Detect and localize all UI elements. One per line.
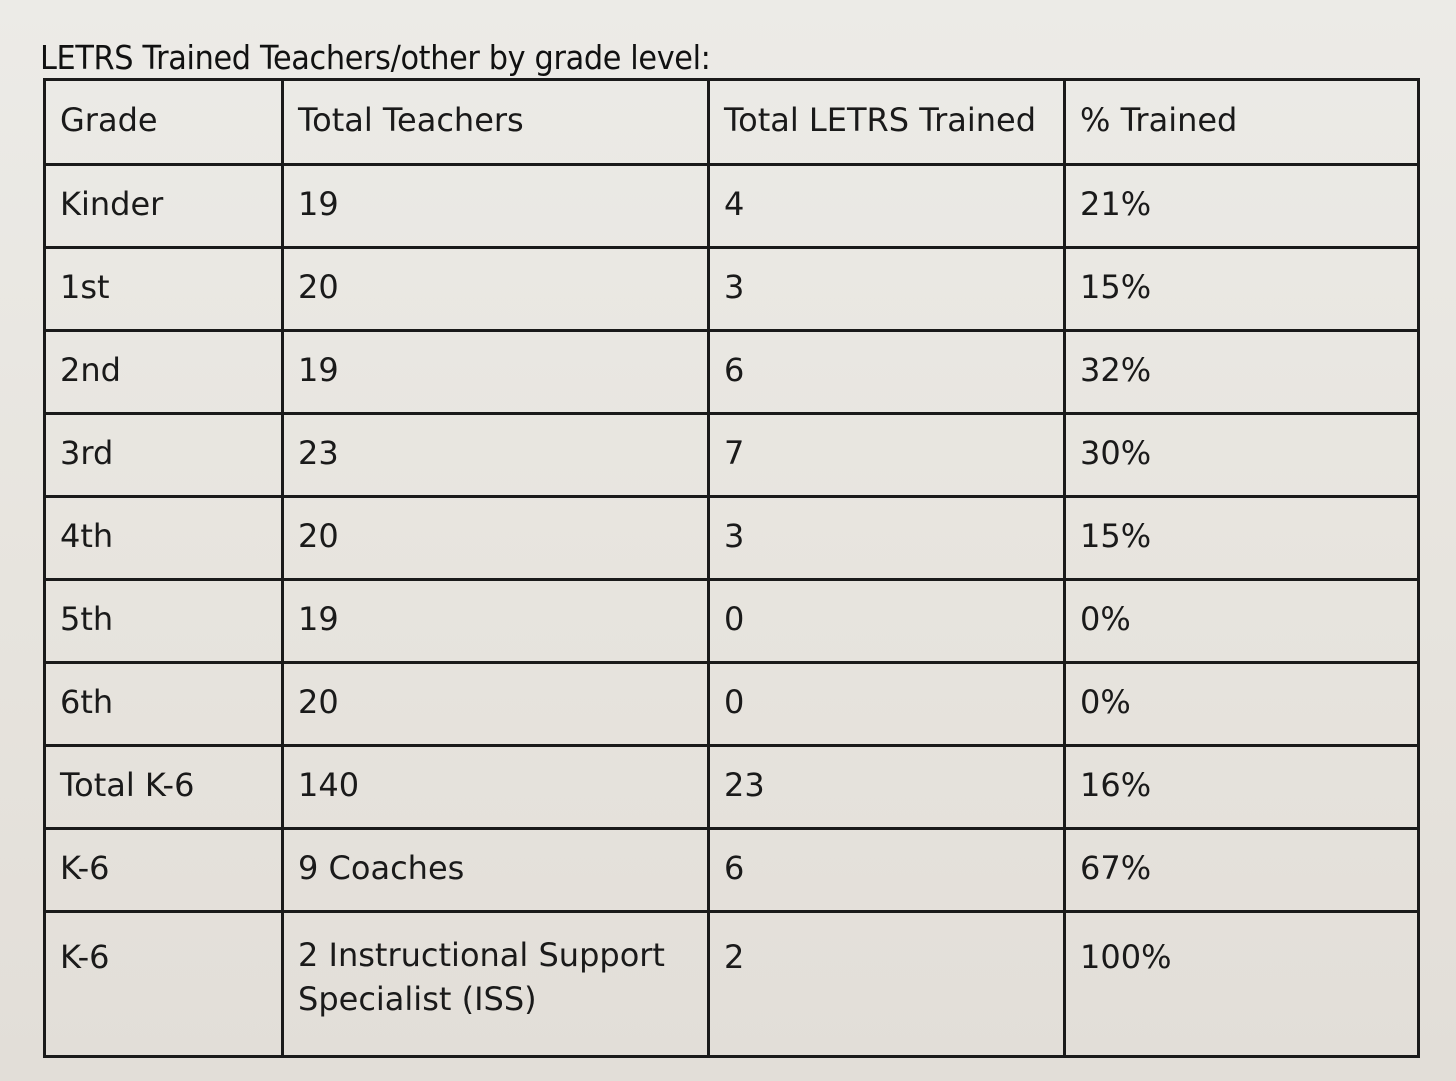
percent-trained-cell: 30% bbox=[1063, 412, 1420, 498]
table-row: Kinder 19 4 21% bbox=[43, 163, 1420, 249]
table-row-total: Total K-6 140 23 16% bbox=[43, 744, 1420, 830]
total-teachers-cell: 19 bbox=[281, 578, 710, 664]
table-row: 2nd 19 6 32% bbox=[43, 329, 1420, 415]
grade-cell: 3rd bbox=[43, 412, 284, 498]
grade-cell: Total K-6 bbox=[43, 744, 284, 830]
total-teachers-cell: 140 bbox=[281, 744, 710, 830]
total-trained-cell: 6 bbox=[707, 329, 1066, 415]
total-teachers-cell: 20 bbox=[281, 661, 710, 747]
percent-trained-cell: 15% bbox=[1063, 495, 1420, 581]
table-row: 1st 20 3 15% bbox=[43, 246, 1420, 332]
table-header-row: Grade Total Teachers Total LETRS Trained… bbox=[43, 78, 1420, 166]
total-teachers-cell: 9 Coaches bbox=[281, 827, 710, 913]
percent-trained-cell: 100% bbox=[1063, 910, 1420, 1058]
total-trained-cell: 3 bbox=[707, 246, 1066, 332]
grade-cell: K-6 bbox=[43, 827, 284, 913]
table-row: 5th 19 0 0% bbox=[43, 578, 1420, 664]
total-teachers-cell: 20 bbox=[281, 495, 710, 581]
table-row: 6th 20 0 0% bbox=[43, 661, 1420, 747]
letrs-training-table: Grade Total Teachers Total LETRS Trained… bbox=[43, 78, 1420, 1058]
total-trained-cell: 6 bbox=[707, 827, 1066, 913]
total-trained-cell: 0 bbox=[707, 661, 1066, 747]
total-trained-cell: 4 bbox=[707, 163, 1066, 249]
grade-cell: 5th bbox=[43, 578, 284, 664]
percent-trained-cell: 67% bbox=[1063, 827, 1420, 913]
table-row: K-6 9 Coaches 6 67% bbox=[43, 827, 1420, 913]
grade-cell: 1st bbox=[43, 246, 284, 332]
percent-trained-cell: 32% bbox=[1063, 329, 1420, 415]
table-row: K-6 2 Instructional Support Specialist (… bbox=[43, 910, 1420, 1058]
total-trained-cell: 3 bbox=[707, 495, 1066, 581]
table-row: 3rd 23 7 30% bbox=[43, 412, 1420, 498]
header-grade: Grade bbox=[43, 78, 284, 166]
grade-cell: 6th bbox=[43, 661, 284, 747]
header-total-letrs-trained: Total LETRS Trained bbox=[707, 78, 1066, 166]
table-title: LETRS Trained Teachers/other by grade le… bbox=[40, 38, 711, 77]
header-total-teachers: Total Teachers bbox=[281, 78, 710, 166]
percent-trained-cell: 0% bbox=[1063, 578, 1420, 664]
total-trained-cell: 0 bbox=[707, 578, 1066, 664]
total-trained-cell: 7 bbox=[707, 412, 1066, 498]
grade-cell: Kinder bbox=[43, 163, 284, 249]
total-teachers-cell: 2 Instructional Support Specialist (ISS) bbox=[281, 910, 710, 1058]
total-trained-cell: 2 bbox=[707, 910, 1066, 1058]
grade-cell: 4th bbox=[43, 495, 284, 581]
header-percent-trained: % Trained bbox=[1063, 78, 1420, 166]
total-teachers-cell: 19 bbox=[281, 329, 710, 415]
table-row: 4th 20 3 15% bbox=[43, 495, 1420, 581]
total-teachers-cell: 23 bbox=[281, 412, 710, 498]
grade-cell: K-6 bbox=[43, 910, 284, 1058]
percent-trained-cell: 15% bbox=[1063, 246, 1420, 332]
total-teachers-cell: 19 bbox=[281, 163, 710, 249]
total-teachers-cell: 20 bbox=[281, 246, 710, 332]
grade-cell: 2nd bbox=[43, 329, 284, 415]
total-trained-cell: 23 bbox=[707, 744, 1066, 830]
percent-trained-cell: 0% bbox=[1063, 661, 1420, 747]
percent-trained-cell: 21% bbox=[1063, 163, 1420, 249]
percent-trained-cell: 16% bbox=[1063, 744, 1420, 830]
